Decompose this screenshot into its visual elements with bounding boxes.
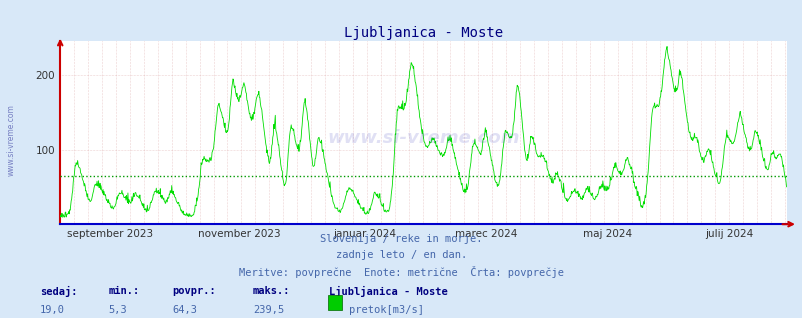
Text: Slovenija / reke in morje.: Slovenija / reke in morje. bbox=[320, 234, 482, 244]
Text: 64,3: 64,3 bbox=[172, 305, 197, 315]
Text: maks.:: maks.: bbox=[253, 286, 290, 296]
Text: www.si-vreme.com: www.si-vreme.com bbox=[6, 104, 15, 176]
Text: povpr.:: povpr.: bbox=[172, 286, 216, 296]
Text: www.si-vreme.com: www.si-vreme.com bbox=[327, 129, 519, 147]
Text: sedaj:: sedaj: bbox=[40, 286, 78, 297]
Title: Ljubljanica - Moste: Ljubljanica - Moste bbox=[343, 26, 503, 40]
Text: Ljubljanica - Moste: Ljubljanica - Moste bbox=[329, 286, 448, 297]
Text: 239,5: 239,5 bbox=[253, 305, 284, 315]
Text: 19,0: 19,0 bbox=[40, 305, 65, 315]
Text: pretok[m3/s]: pretok[m3/s] bbox=[349, 305, 423, 315]
Text: Meritve: povprečne  Enote: metrične  Črta: povprečje: Meritve: povprečne Enote: metrične Črta:… bbox=[239, 266, 563, 278]
Text: 5,3: 5,3 bbox=[108, 305, 127, 315]
Text: min.:: min.: bbox=[108, 286, 140, 296]
Text: zadnje leto / en dan.: zadnje leto / en dan. bbox=[335, 250, 467, 259]
